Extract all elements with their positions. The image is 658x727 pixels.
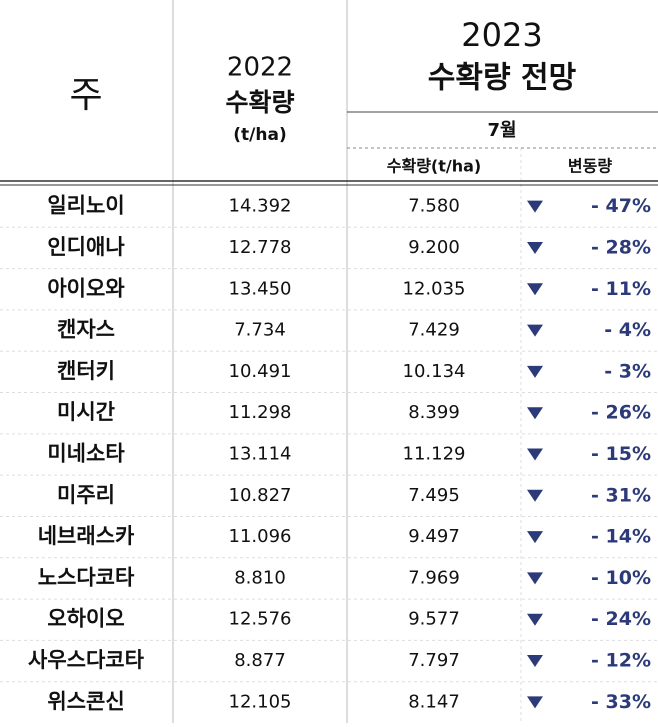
header-yield: 수확량 [225,88,294,117]
header-month: 7월 [487,120,516,141]
yield-2022: 13.450 [229,278,292,299]
state-name: 캔터키 [57,359,115,383]
yield-2022: 11.096 [229,526,292,547]
state-name: 오하이오 [47,607,124,631]
yield-2023: 7.429 [408,320,460,341]
yield-2022: 12.778 [229,237,292,258]
down-arrow [527,241,543,254]
down-arrow [527,696,543,709]
yield-2022: 10.491 [229,361,292,382]
state-name: 미주리 [57,483,115,507]
state-name: 사우스다코타 [28,648,145,672]
down-arrow [527,365,543,378]
down-arrow [527,613,543,626]
header-unit: (t/ha) [233,125,286,145]
yield-2023: 12.035 [403,278,466,299]
down-arrow [527,324,543,337]
header-state: 주 [69,75,102,116]
yield-2022: 11.298 [229,402,292,423]
yield-2022: 12.105 [229,691,292,712]
change: - 10% [591,567,651,589]
change: - 15% [591,443,651,465]
yield-2022: 10.827 [229,485,292,506]
change: - 11% [591,278,651,300]
yield-2023: 11.129 [403,444,466,465]
header-yield: 수확량(t/ha) [387,157,481,176]
state-name: 캔자스 [57,318,115,342]
yield-2023: 9.497 [408,526,460,547]
yield-2022: 14.392 [229,196,292,217]
yield-2022: 7.734 [234,320,286,341]
state-name: 인디애나 [47,235,125,259]
down-arrow [527,407,543,420]
change: - 12% [591,650,651,672]
yield-2022: 13.114 [229,444,292,465]
down-arrow [527,572,543,585]
change: - 3% [604,360,651,382]
down-arrow [527,448,543,461]
yield-2023: 10.134 [403,361,466,382]
state-name: 미네소타 [47,442,125,466]
state-name: 미시간 [57,400,115,424]
down-arrow [527,655,543,668]
change: - 47% [591,195,651,217]
yield-2023: 7.797 [408,650,460,671]
yield-2022: 12.576 [229,609,292,630]
header-year: 2023 [461,16,542,54]
yield-2023: 7.495 [408,485,460,506]
yield-2022: 8.810 [234,567,286,588]
yield-2023: 9.577 [408,609,460,630]
yield-2022: 8.877 [234,650,286,671]
state-name: 아이오와 [47,276,125,300]
state-name: 일리노이 [47,194,124,218]
change: - 33% [591,691,651,713]
change: - 31% [591,484,651,506]
state-name: 위스콘신 [47,689,124,713]
header-year: 2022 [227,53,293,83]
down-arrow [527,283,543,296]
change: - 4% [604,319,651,341]
state-name: 노스다코타 [38,565,135,589]
change: - 26% [591,402,651,424]
down-arrow [527,200,543,213]
down-arrow [527,489,543,502]
down-arrow [527,531,543,544]
yield-2023: 8.147 [408,691,460,712]
change: - 28% [591,236,651,258]
change: - 14% [591,526,651,548]
change: - 24% [591,608,651,630]
yield-2023: 8.399 [408,402,460,423]
yield-2023: 7.580 [408,196,460,217]
yield-2023: 7.969 [408,567,460,588]
state-name: 네브래스카 [38,524,135,548]
header-outlook: 수확량 전망 [428,61,577,96]
header-change: 변동량 [568,157,612,176]
yield-2023: 9.200 [408,237,460,258]
